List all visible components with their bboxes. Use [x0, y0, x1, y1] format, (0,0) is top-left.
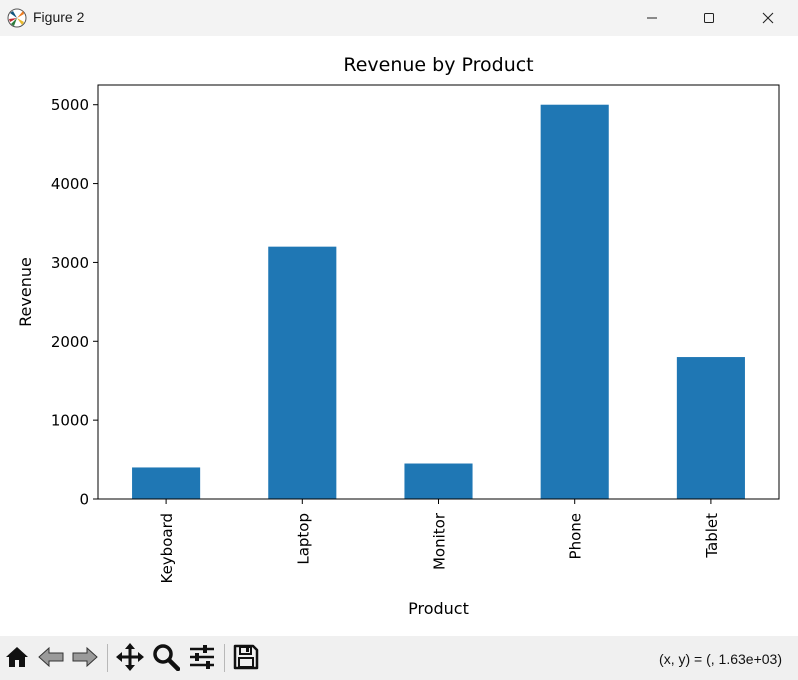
forward-icon — [71, 644, 99, 674]
window-title: Figure 2 — [33, 9, 85, 25]
x-tick-label: Phone — [567, 513, 585, 559]
close-button[interactable] — [745, 0, 791, 36]
figure-canvas[interactable]: Revenue by Product 0 1000 2000 3000 4000 5000 K… — [0, 36, 798, 636]
coordinate-readout: (x, y) = (, 1.63e+03) — [659, 651, 782, 667]
bar-phone — [540, 104, 609, 499]
x-axis-label: Product — [408, 599, 469, 618]
x-tick-label: Monitor — [431, 512, 449, 570]
bar-chart: Revenue by Product 0 1000 2000 3000 4000 5000 K… — [16, 54, 780, 618]
minimize-icon — [646, 9, 658, 28]
y-tick-label: 1000 — [51, 412, 89, 430]
maximize-icon — [703, 9, 715, 28]
y-tick-label: 5000 — [51, 96, 89, 114]
forward-button[interactable] — [71, 645, 99, 673]
maximize-button[interactable] — [686, 0, 732, 36]
y-axis-label: Revenue — [16, 257, 35, 327]
y-tick-label: 0 — [79, 491, 89, 509]
x-tick-label: Laptop — [294, 513, 312, 565]
zoom-button[interactable] — [152, 643, 181, 675]
y-tick-label: 2000 — [51, 333, 89, 351]
pan-button[interactable] — [116, 643, 144, 675]
toolbar-separator — [224, 644, 225, 672]
save-button[interactable] — [232, 644, 260, 674]
pan-icon — [116, 643, 144, 675]
y-tick-label: 3000 — [51, 254, 89, 272]
y-tick-label: 4000 — [51, 175, 89, 193]
toolbar-separator — [107, 644, 108, 672]
chart-title: Revenue by Product — [343, 54, 533, 76]
back-icon — [37, 644, 65, 674]
save-icon — [233, 644, 259, 674]
matplotlib-icon — [7, 8, 27, 28]
home-button[interactable] — [3, 645, 31, 673]
bar-keyboard — [132, 467, 201, 499]
home-icon — [4, 644, 30, 674]
minimize-button[interactable] — [629, 0, 675, 36]
close-icon — [762, 9, 774, 28]
configure-button[interactable] — [188, 645, 216, 673]
configure-icon — [188, 644, 216, 674]
x-tick-label: Keyboard — [158, 513, 176, 584]
bar-tablet — [676, 357, 745, 499]
window-titlebar: Figure 2 — [0, 0, 798, 36]
bar-monitor — [404, 463, 473, 499]
x-tick-label: Tablet — [703, 513, 721, 559]
bar-laptop — [268, 246, 337, 499]
zoom-icon — [152, 643, 181, 675]
navigation-toolbar: (x, y) = (, 1.63e+03) — [0, 636, 798, 680]
back-button[interactable] — [37, 645, 65, 673]
